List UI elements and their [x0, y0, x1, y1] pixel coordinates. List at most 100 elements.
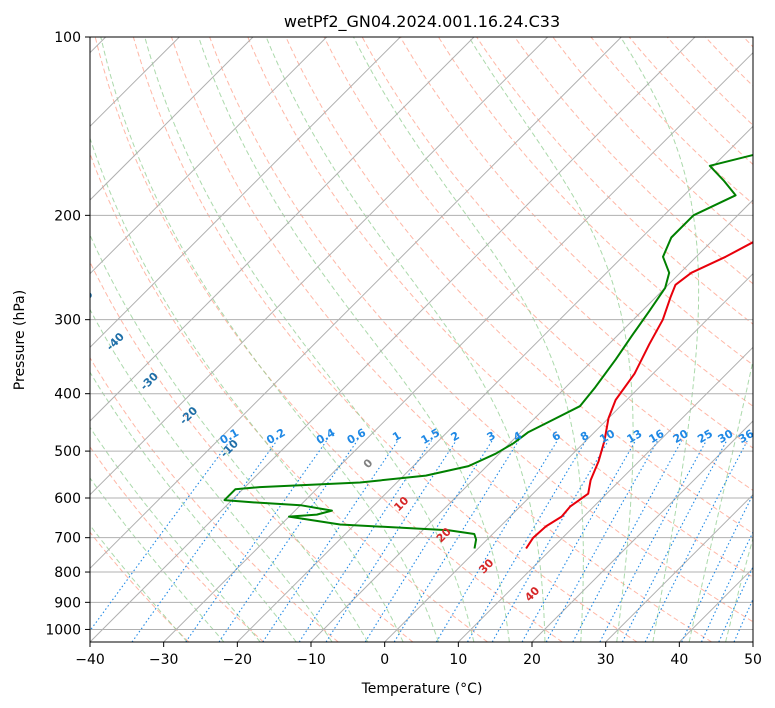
moist-adiabat-line [265, 37, 546, 642]
mixing-ratio-label: 20 [671, 427, 691, 446]
mixing-ratio-line [733, 597, 753, 642]
mixing-ratio-line [364, 440, 493, 642]
mixing-ratio-line [621, 440, 728, 642]
y-tick-label: 700 [54, 531, 81, 547]
x-tick-label: 0 [380, 652, 389, 668]
isotherm-line [310, 199, 753, 642]
dry-adiabat-line [209, 37, 753, 623]
y-axis: 100 200 300 400 500 600 700 800 900 1000 [45, 30, 90, 638]
y-tick-label: 400 [54, 387, 81, 403]
mixing-ratio-label: 10 [597, 427, 617, 446]
mixing-ratio-line [393, 440, 520, 642]
x-tick-label: −10 [296, 652, 326, 668]
x-tick-label: 50 [744, 652, 762, 668]
chart-title: wetPf2_GN04.2024.001.16.24.C33 [284, 12, 560, 32]
moist-adiabat-line [144, 37, 475, 642]
dry-adiabat-label: -50 [72, 288, 95, 311]
y-tick-label: 600 [54, 491, 81, 507]
mixing-ratio-label: 2 [449, 429, 462, 444]
moist-adiabat-label: 20 [434, 525, 454, 545]
isotherm-line [90, 37, 696, 642]
dry-adiabat-line [90, 260, 414, 642]
moist-adiabat-line [725, 536, 753, 642]
dewpoint-profile-line [223, 153, 753, 549]
mixing-ratio-line [325, 440, 457, 642]
moist-adiabat-line [688, 358, 753, 642]
mixing-ratio-line [467, 440, 587, 642]
moist-adiabat-line [468, 37, 634, 642]
y-tick-label: 200 [54, 208, 81, 224]
dry-adiabat-line [743, 37, 753, 48]
mixing-ratio-label: 6 [550, 429, 563, 444]
isotherm-line [384, 272, 753, 642]
moist-adiabat-line [90, 136, 404, 642]
moist-adiabat-label: 40 [522, 584, 542, 604]
moist-adiabat-line [353, 37, 584, 642]
isotherm-line [90, 37, 549, 496]
dry-adiabat-line [552, 37, 753, 245]
dry-adiabat-line [476, 37, 753, 325]
mixing-ratio-line [185, 440, 328, 642]
moist-adiabat-line [90, 477, 225, 642]
mixing-ratio-label: 16 [647, 427, 667, 446]
mixing-ratio-line [218, 440, 358, 642]
x-tick-label: 40 [670, 652, 688, 668]
mixing-ratio-label: 0.4 [314, 426, 338, 447]
isotherm-line [236, 125, 753, 642]
plot-frame [89, 36, 754, 643]
moist-adiabat-line [620, 37, 700, 642]
dry-adiabat-label: -80 [0, 147, 16, 170]
dry-adiabat-line [94, 37, 563, 642]
mixing-ratio-label: 0.6 [345, 426, 369, 447]
moist-adiabat-label: 10 [391, 494, 411, 514]
moist-adiabat-line [90, 233, 369, 642]
mixing-ratio-line [90, 440, 231, 632]
x-tick-label: −20 [223, 652, 253, 668]
dry-adiabat-line [361, 37, 753, 449]
dry-adiabat-line [590, 37, 753, 205]
dry-adiabat-line [247, 37, 753, 578]
dry-adiabat-line [132, 37, 638, 642]
mixing-ratio-label: 25 [695, 427, 715, 446]
y-tick-label: 900 [54, 595, 81, 611]
dry-adiabat-line [399, 37, 753, 407]
dry-adiabat-line [323, 37, 753, 491]
mixing-ratio-line [435, 440, 558, 642]
isotherm-line [457, 346, 753, 642]
y-tick-label: 300 [54, 313, 81, 329]
mixing-ratio-line [700, 530, 753, 642]
moist-adiabat-label: 0 [361, 456, 376, 471]
dry-adiabat-line [171, 37, 712, 642]
isotherm-line [90, 37, 401, 349]
mixing-ratio-line [572, 440, 683, 642]
moist-adiabat-label: 30 [476, 556, 496, 576]
dry-adiabat-line [90, 152, 488, 642]
dry-adiabat-line [704, 37, 753, 87]
y-axis-title: Pressure (hPa) [12, 290, 28, 390]
mixing-ratio-label: 36 [736, 427, 756, 446]
isotherm-line [90, 37, 254, 201]
dry-adiabat-label: -60 [44, 242, 67, 265]
moist-adiabat-line [198, 37, 510, 642]
x-tick-label: 20 [523, 652, 541, 668]
mixing-ratio-line [545, 440, 659, 642]
mixing-ratio-label: 8 [578, 429, 591, 444]
isotherm-line [90, 37, 622, 570]
y-tick-label: 500 [54, 444, 81, 460]
y-tick-label: 800 [54, 565, 81, 581]
line-labels: 0.10.20.40.611.52346810131620253036-100-… [0, 147, 756, 605]
moist-adiabat-line [90, 426, 261, 642]
mixing-ratio-line [491, 440, 609, 642]
dry-adiabat-line [90, 531, 190, 642]
dry-adiabat-line [666, 37, 753, 126]
dry-adiabat-label: -30 [138, 370, 161, 393]
dry-adiabat-label: -70 [18, 195, 41, 218]
mixing-ratio-line [131, 440, 278, 642]
background-lines [90, 37, 753, 642]
series-layer [223, 153, 753, 550]
mixing-ratio-line [262, 440, 399, 642]
isotherm-line [90, 37, 328, 275]
temperature-profile-line [525, 241, 753, 550]
mixing-ratio-line [599, 440, 707, 642]
